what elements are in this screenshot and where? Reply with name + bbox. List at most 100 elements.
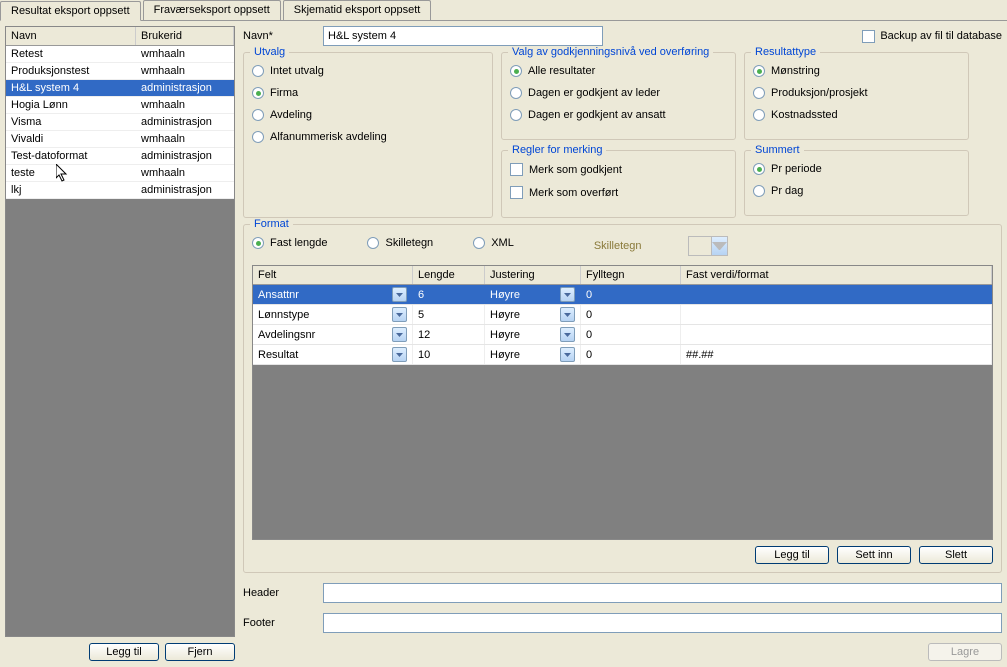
lt-header-navn[interactable]: Navn [6, 27, 136, 45]
table-row[interactable]: testewmhaaln [6, 165, 234, 182]
col3: Resultattype MønstringProduksjon/prosjek… [744, 52, 969, 218]
cell-fylltegn[interactable]: 0 [581, 345, 681, 364]
radio-label: Firma [270, 87, 298, 99]
radio-icon [252, 65, 264, 77]
table-row[interactable]: Vismaadministrasjon [6, 114, 234, 131]
format-radio-skilletegn[interactable]: Skilletegn [367, 237, 433, 249]
format-group: Format Fast lengde Skilletegn XML Skille… [243, 224, 1002, 573]
gh-justering[interactable]: Justering [485, 266, 581, 284]
tab-skjematid[interactable]: Skjematid eksport oppsett [283, 0, 432, 20]
grid-leggtil-button[interactable]: Legg til [755, 546, 829, 564]
tab-fravaer[interactable]: Fraværseksport oppsett [143, 0, 281, 20]
cell-lengde[interactable]: 5 [413, 305, 485, 324]
summert-radio-0[interactable]: Pr periode [753, 163, 960, 175]
cell-justering[interactable]: Høyre [485, 285, 581, 304]
cell-felt[interactable]: Avdelingsnr [253, 325, 413, 344]
skilletegn-input [688, 236, 728, 256]
utvalg-radio-3[interactable]: Alfanummerisk avdeling [252, 131, 484, 143]
header-label: Header [243, 587, 313, 599]
navn-input[interactable] [323, 26, 603, 46]
grid-buttons: Legg til Sett inn Slett [252, 546, 993, 564]
resultattype-radio-2[interactable]: Kostnadssted [753, 109, 960, 121]
chevron-down-icon[interactable] [560, 347, 575, 362]
utvalg-radio-2[interactable]: Avdeling [252, 109, 484, 121]
tab-resultat[interactable]: Resultat eksport oppsett [0, 1, 141, 21]
radio-icon [473, 237, 485, 249]
chevron-down-icon[interactable] [560, 307, 575, 322]
utvalg-radio-1[interactable]: Firma [252, 87, 484, 99]
chevron-down-icon[interactable] [392, 347, 407, 362]
chevron-down-icon[interactable] [560, 287, 575, 302]
valg-radio-0[interactable]: Alle resultater [510, 65, 727, 77]
grid-settinn-button[interactable]: Sett inn [837, 546, 911, 564]
radio-icon [252, 109, 264, 121]
radio-label: Avdeling [270, 109, 312, 121]
gh-fylltegn[interactable]: Fylltegn [581, 266, 681, 284]
cell-fylltegn[interactable]: 0 [581, 305, 681, 324]
cell-fast[interactable] [681, 305, 992, 324]
gh-fast[interactable]: Fast verdi/format [681, 266, 992, 284]
cell-lengde[interactable]: 12 [413, 325, 485, 344]
chevron-down-icon[interactable] [560, 327, 575, 342]
cell-felt[interactable]: Lønnstype [253, 305, 413, 324]
cell-navn: H&L system 4 [6, 80, 136, 96]
cursor-icon [56, 164, 72, 184]
chevron-down-icon[interactable] [392, 307, 407, 322]
gh-felt[interactable]: Felt [253, 266, 413, 284]
backup-checkbox[interactable] [862, 30, 875, 43]
header-input[interactable] [323, 583, 1002, 603]
table-row[interactable]: lkjadministrasjon [6, 182, 234, 199]
cell-fast[interactable] [681, 285, 992, 304]
resultattype-radio-1[interactable]: Produksjon/prosjekt [753, 87, 960, 99]
leggtil-button[interactable]: Legg til [89, 643, 159, 661]
table-row[interactable]: Test-datoformatadministrasjon [6, 148, 234, 165]
cell-fast[interactable] [681, 325, 992, 344]
regler-check-0[interactable]: Merk som godkjent [510, 163, 727, 176]
table-row[interactable]: H&L system 4administrasjon [6, 80, 234, 97]
valg-radio-1[interactable]: Dagen er godkjent av leder [510, 87, 727, 99]
radio-label: Intet utvalg [270, 65, 324, 77]
cell-fylltegn[interactable]: 0 [581, 285, 681, 304]
regler-title: Regler for merking [508, 144, 606, 156]
grid-row[interactable]: Lønnstype5Høyre0 [253, 305, 992, 325]
fjern-button[interactable]: Fjern [165, 643, 235, 661]
cell-lengde[interactable]: 10 [413, 345, 485, 364]
format-radio-xml[interactable]: XML [473, 237, 514, 249]
cell-fast[interactable]: ##.## [681, 345, 992, 364]
summert-radio-1[interactable]: Pr dag [753, 185, 960, 197]
cell-fylltegn[interactable]: 0 [581, 325, 681, 344]
format-radio-fastlengde[interactable]: Fast lengde [252, 237, 327, 249]
gh-lengde[interactable]: Lengde [413, 266, 485, 284]
table-row[interactable]: Vivaldiwmhaaln [6, 131, 234, 148]
resultattype-title: Resultattype [751, 46, 820, 58]
chevron-down-icon[interactable] [392, 327, 407, 342]
table-row[interactable]: Retestwmhaaln [6, 46, 234, 63]
grid-body: Ansattnr6Høyre0Lønnstype5Høyre0Avdelings… [253, 285, 992, 365]
cell-felt[interactable]: Ansattnr [253, 285, 413, 304]
cell-brukerid: wmhaaln [136, 165, 234, 181]
tab-bar: Resultat eksport oppsett Fraværseksport … [0, 0, 1007, 21]
checkbox-icon [510, 163, 523, 176]
backup-checkbox-row[interactable]: Backup av fil til database [862, 30, 1002, 43]
cell-justering[interactable]: Høyre [485, 345, 581, 364]
grid-slett-button[interactable]: Slett [919, 546, 993, 564]
lt-header-brukerid[interactable]: Brukerid [136, 27, 234, 45]
radio-icon [753, 109, 765, 121]
regler-check-1[interactable]: Merk som overført [510, 186, 727, 199]
cell-justering[interactable]: Høyre [485, 305, 581, 324]
summert-group: Summert Pr periodePr dag [744, 150, 969, 216]
cell-felt[interactable]: Resultat [253, 345, 413, 364]
cell-lengde[interactable]: 6 [413, 285, 485, 304]
grid-row[interactable]: Avdelingsnr12Høyre0 [253, 325, 992, 345]
cell-justering[interactable]: Høyre [485, 325, 581, 344]
valg-radio-2[interactable]: Dagen er godkjent av ansatt [510, 109, 727, 121]
footer-input[interactable] [323, 613, 1002, 633]
resultattype-radio-0[interactable]: Mønstring [753, 65, 960, 77]
radio-label: Kostnadssted [771, 109, 838, 121]
utvalg-radio-0[interactable]: Intet utvalg [252, 65, 484, 77]
grid-row[interactable]: Resultat10Høyre0##.## [253, 345, 992, 365]
table-row[interactable]: Hogia Lønnwmhaaln [6, 97, 234, 114]
table-row[interactable]: Produksjonstestwmhaaln [6, 63, 234, 80]
grid-row[interactable]: Ansattnr6Høyre0 [253, 285, 992, 305]
chevron-down-icon[interactable] [392, 287, 407, 302]
